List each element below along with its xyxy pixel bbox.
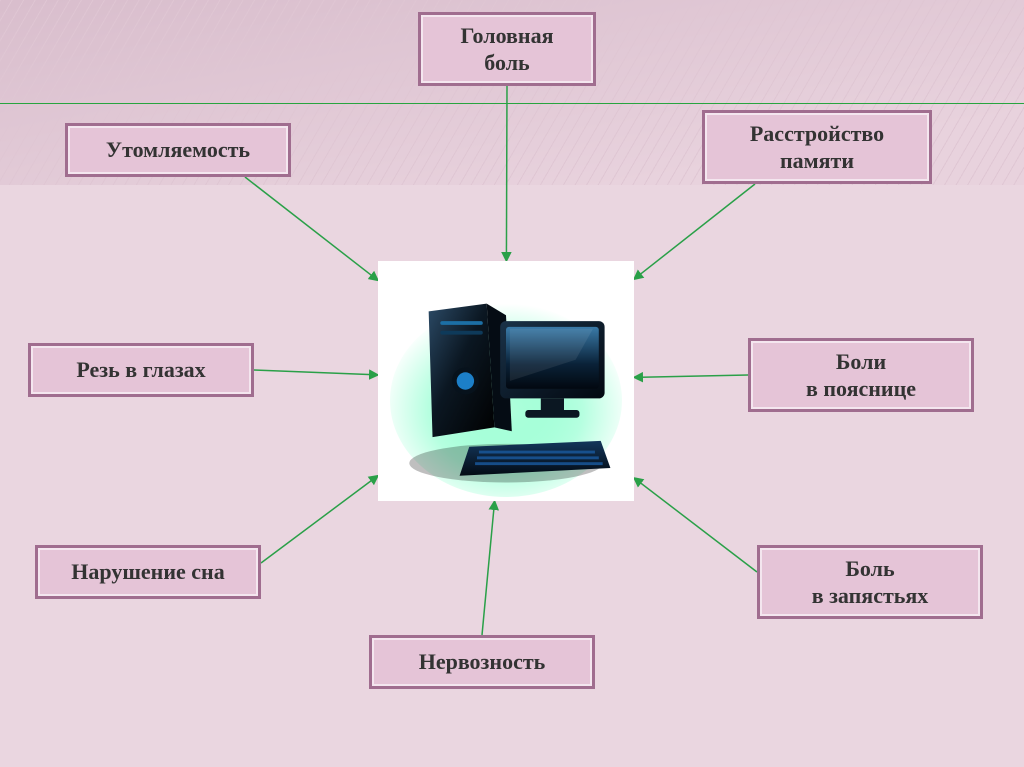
node-wrists: Боль в запястьях <box>757 545 983 619</box>
node-memory: Расстройство памяти <box>702 110 932 184</box>
node-eyes-label: Резь в глазах <box>76 356 205 384</box>
node-headache: Головная боль <box>418 12 596 86</box>
node-fatigue: Утомляемость <box>65 123 291 177</box>
node-headache-label: Головная боль <box>460 22 553 77</box>
node-memory-label: Расстройство памяти <box>750 120 884 175</box>
node-nervous-label: Нервозность <box>419 648 546 676</box>
node-lowerback: Боли в пояснице <box>748 338 974 412</box>
node-lowerback-label: Боли в пояснице <box>806 348 916 403</box>
center-computer-image <box>378 261 634 501</box>
node-sleep: Нарушение сна <box>35 545 261 599</box>
node-eyes: Резь в глазах <box>28 343 254 397</box>
horizontal-divider-line <box>0 103 1024 104</box>
node-sleep-label: Нарушение сна <box>71 558 224 586</box>
node-fatigue-label: Утомляемость <box>106 136 250 164</box>
node-wrists-label: Боль в запястьях <box>812 555 929 610</box>
node-nervous: Нервозность <box>369 635 595 689</box>
